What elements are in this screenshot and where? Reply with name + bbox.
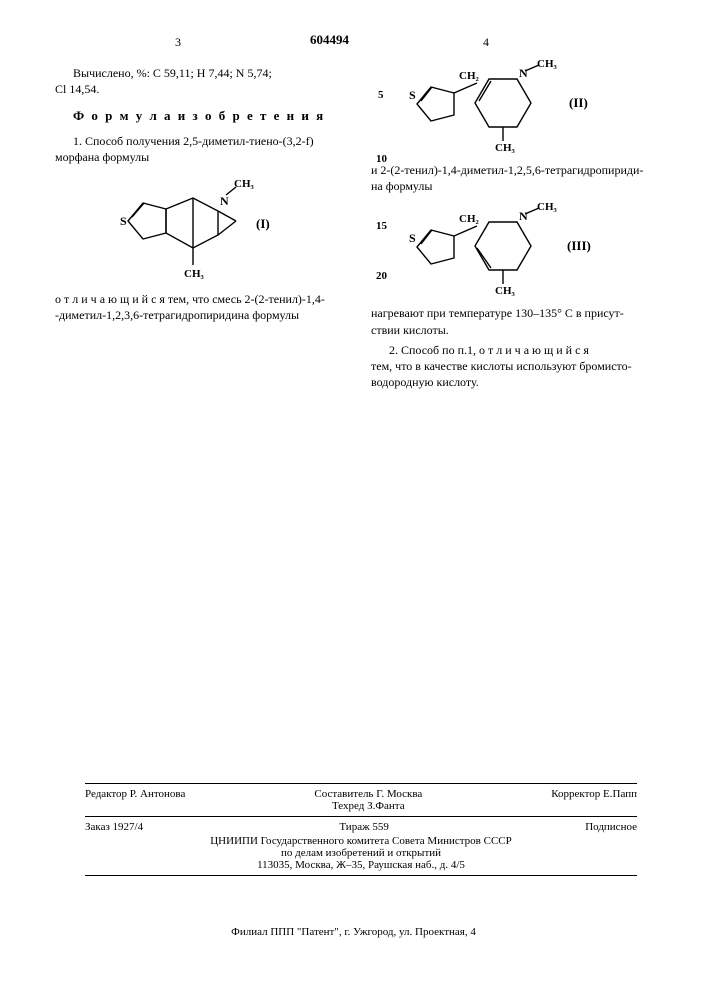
claim1-line-b: морфана формулы	[55, 149, 341, 165]
line-num-15: 15	[376, 220, 387, 232]
subscription: Подписное	[585, 821, 637, 833]
page-root: 604494 3 4 5 10 15 20 Вычислено, %: С 59…	[0, 0, 707, 420]
structure-III: S CH₂ N CH₃ CH₃ (III)	[371, 202, 657, 297]
svg-text:CH₂: CH₂	[459, 213, 480, 225]
claim2-c: водородную кислоту.	[371, 374, 657, 390]
svg-text:N: N	[519, 209, 528, 223]
formula-heading: Ф о р м у л а и з о б р е т е н и я	[55, 107, 341, 125]
footer-rule-top	[85, 783, 637, 784]
structure-II: S CH₂ N CH₃ CH₃ (II)	[371, 59, 657, 154]
line-num-20: 20	[376, 270, 387, 282]
svg-text:CH₃: CH₃	[495, 285, 516, 297]
compiler-credit: Составитель Г. Москва	[314, 788, 422, 800]
svg-text:CH₃: CH₃	[537, 202, 558, 213]
svg-text:(I): (I)	[256, 216, 270, 231]
claim1-line-a: 1. Способ получения 2,5-диметил-тиено-(3…	[55, 133, 341, 149]
heat-line-b: ствии кислоты.	[371, 322, 657, 338]
svg-text:CH₃: CH₃	[495, 142, 516, 154]
corrector-credit: Корректор Е.Папп	[551, 788, 637, 812]
left-column: Вычислено, %: С 59,11; Н 7,44; N 5,74; C…	[55, 65, 341, 390]
svg-text:S: S	[120, 214, 127, 228]
left-para-a: о т л и ч а ю щ и й с я тем, что смесь 2…	[55, 291, 341, 307]
org-line-2: по делам изобретений и открытий	[85, 847, 637, 859]
footer-rule-2	[85, 816, 637, 817]
cl-line: Cl 14,54.	[55, 81, 341, 97]
structure-I: S N CH₃ CH₃ (I)	[55, 173, 341, 283]
formula-heading-text: Ф о р м у л а и з о б р е т е н и я	[73, 108, 325, 123]
right-line-2: на формулы	[371, 178, 657, 194]
techred-credit: Техред З.Фанта	[332, 800, 405, 812]
page-num-left: 3	[175, 35, 181, 50]
order-number: Заказ 1927/4	[85, 821, 143, 833]
svg-text:CH₃: CH₃	[234, 178, 255, 190]
line-num-10: 10	[376, 153, 387, 165]
svg-text:(III): (III)	[567, 238, 591, 253]
svg-text:CH₂: CH₂	[459, 70, 480, 82]
footer-block: Редактор Р. Антонова Составитель Г. Моск…	[85, 779, 637, 880]
footer-row-1: Редактор Р. Антонова Составитель Г. Моск…	[85, 788, 637, 812]
editor-credit: Редактор Р. Антонова	[85, 788, 185, 812]
svg-text:S: S	[409, 231, 416, 245]
left-para-b: -диметил-1,2,3,6-тетрагидропиридина форм…	[55, 307, 341, 323]
svg-text:CH₃: CH₃	[184, 268, 205, 280]
calculated-line: Вычислено, %: С 59,11; Н 7,44; N 5,74;	[55, 65, 341, 81]
branch-address: Филиал ППП "Патент", г. Ужгород, ул. Про…	[0, 926, 707, 938]
svg-text:CH₃: CH₃	[537, 59, 558, 70]
svg-text:N: N	[220, 194, 229, 208]
footer-rule-3	[85, 875, 637, 876]
org-line-1: ЦНИИПИ Государственного комитета Совета …	[85, 835, 637, 847]
right-line-1: и 2-(2-тенил)-1,4-диметил-1,2,5,6-тетраг…	[371, 162, 657, 178]
claim2-a: 2. Способ по п.1, о т л и ч а ю щ и й с …	[371, 342, 657, 358]
heat-line-a: нагревают при температуре 130–135° С в п…	[371, 305, 657, 321]
svg-text:S: S	[409, 88, 416, 102]
page-num-right: 4	[483, 35, 489, 50]
two-column-content: Вычислено, %: С 59,11; Н 7,44; N 5,74; C…	[55, 65, 657, 390]
right-column: S CH₂ N CH₃ CH₃ (II) и 2-(2-тенил)-1,4-	[371, 65, 657, 390]
org-line-3: 113035, Москва, Ж–35, Раушская наб., д. …	[85, 859, 637, 871]
doc-number: 604494	[310, 32, 349, 48]
tirage: Тираж 559	[339, 821, 389, 833]
claim2-b: тем, что в качестве кислоты используют б…	[371, 358, 657, 374]
svg-text:(II): (II)	[569, 95, 588, 110]
line-num-5: 5	[378, 89, 384, 101]
footer-row-2: Заказ 1927/4 Тираж 559 Подписное	[85, 821, 637, 833]
svg-text:N: N	[519, 66, 528, 80]
